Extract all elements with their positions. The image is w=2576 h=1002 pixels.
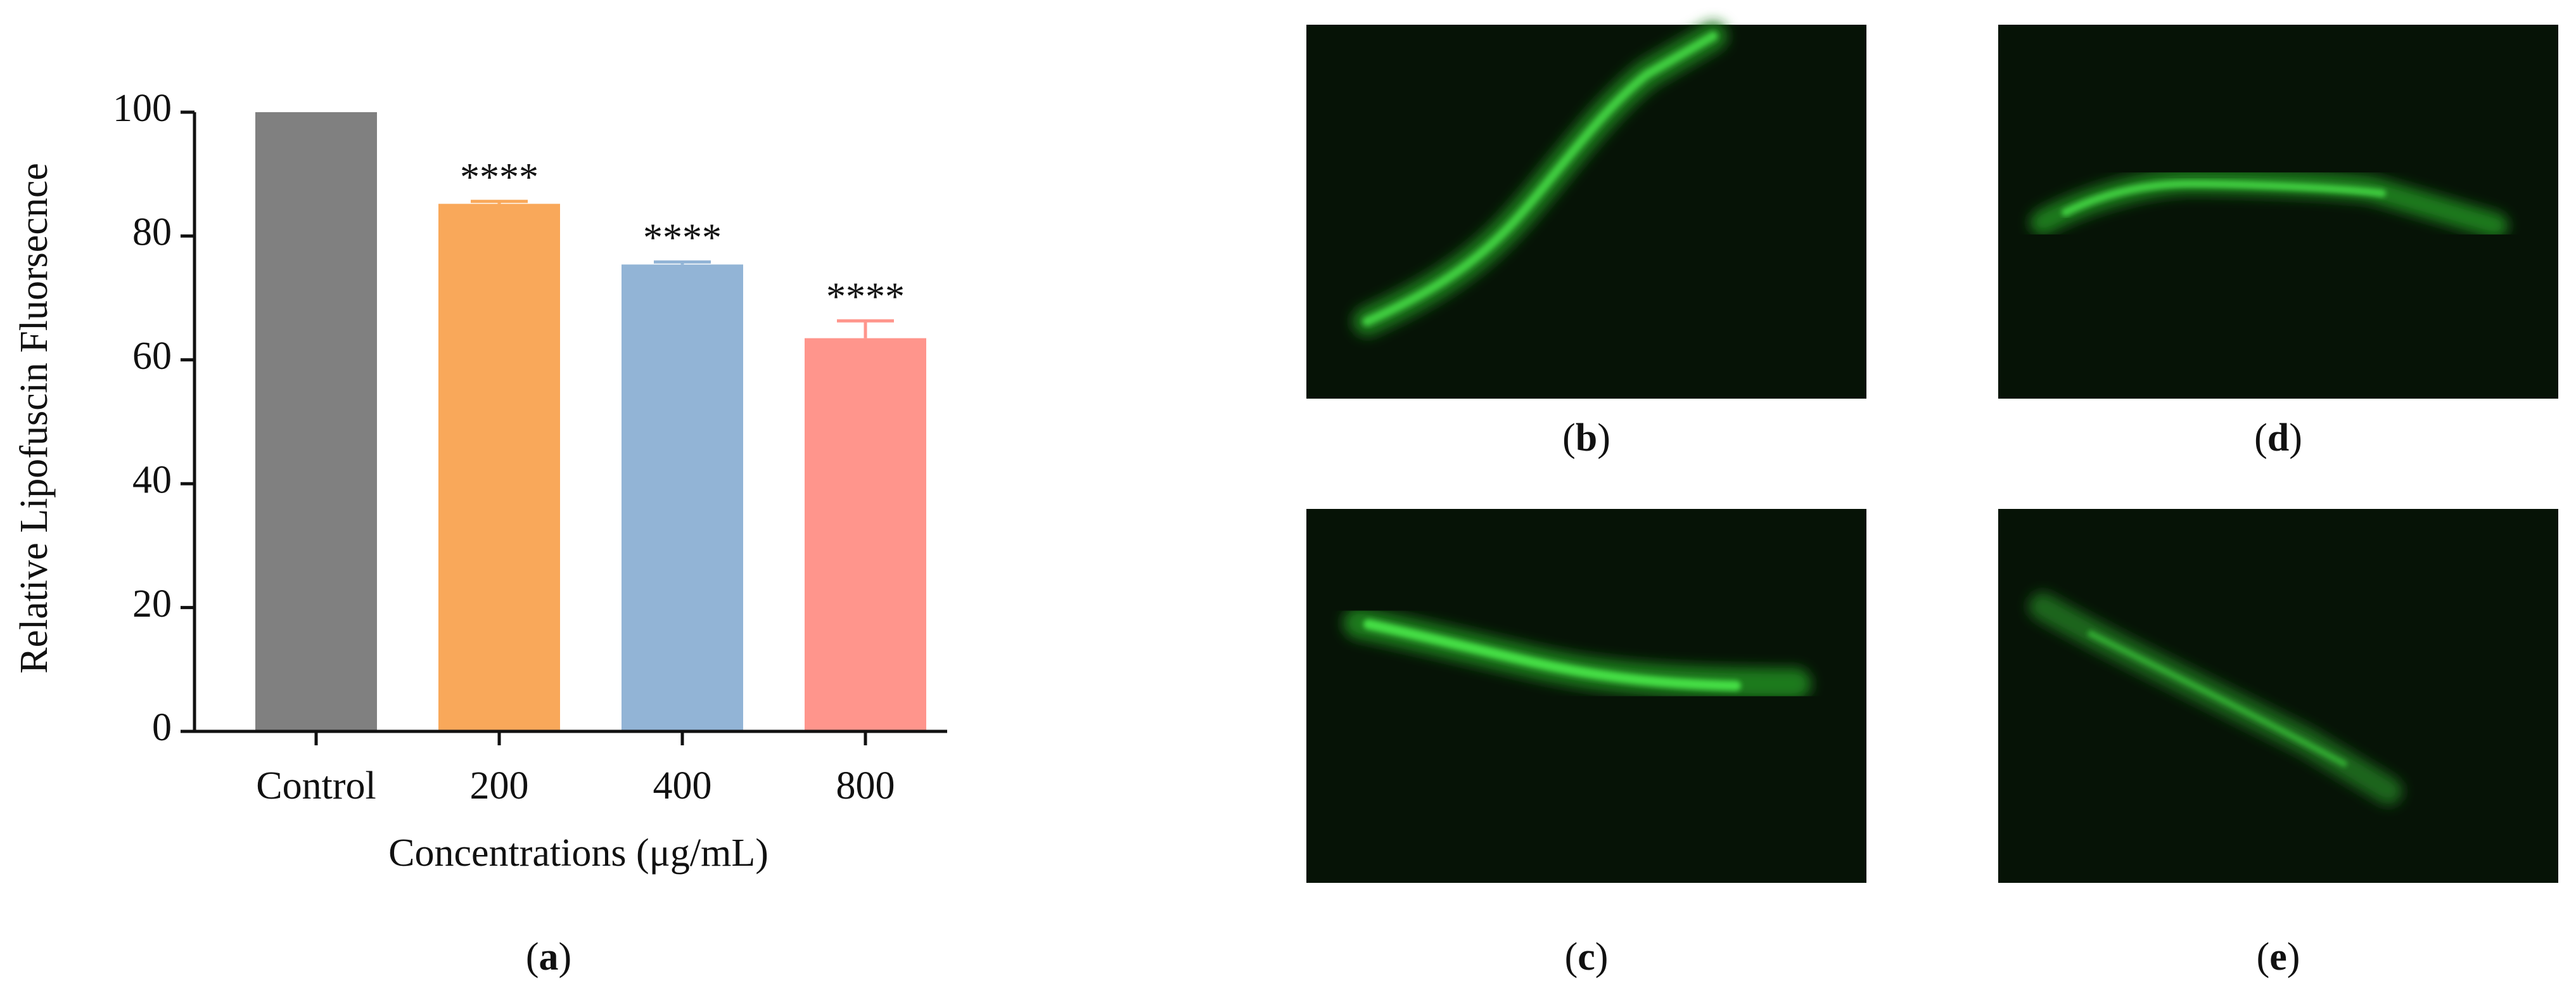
bar [805,338,926,731]
x-axis-label: Concentrations (μg/mL) [388,832,768,875]
y-tick-label: 40 [132,458,172,501]
x-tick-label: 200 [470,764,529,807]
micrograph-c [1306,509,1866,883]
y-tick-label: 20 [132,582,172,626]
panel-label: (c) [1565,935,1609,979]
error-bar [471,200,528,204]
panel-label: (e) [2257,935,2300,979]
panel-label: (b) [1562,416,1610,459]
error-bar [654,260,711,265]
micrograph-d [1998,25,2558,399]
bar [255,112,377,731]
x-tick-label: 800 [836,764,895,807]
significance-label: **** [826,275,905,318]
x-tick-label: Control [256,764,376,807]
y-axis-label: Relative Lipofuscin Fluorsecnce [13,163,56,674]
bar [438,203,560,731]
y-tick-label: 0 [152,706,172,749]
x-tick-label: 400 [653,764,712,807]
panel-label: (a) [526,935,571,979]
y-tick-label: 60 [132,335,172,378]
y-tick-label: 80 [132,211,172,254]
bar [622,264,743,731]
panel-label: (d) [2254,416,2302,459]
significance-label: **** [643,217,722,260]
y-tick-label: 100 [113,87,172,130]
significance-label: **** [460,156,539,199]
micrograph-e [1998,509,2558,883]
error-bar [837,319,894,338]
micrograph-b [1306,22,1866,399]
